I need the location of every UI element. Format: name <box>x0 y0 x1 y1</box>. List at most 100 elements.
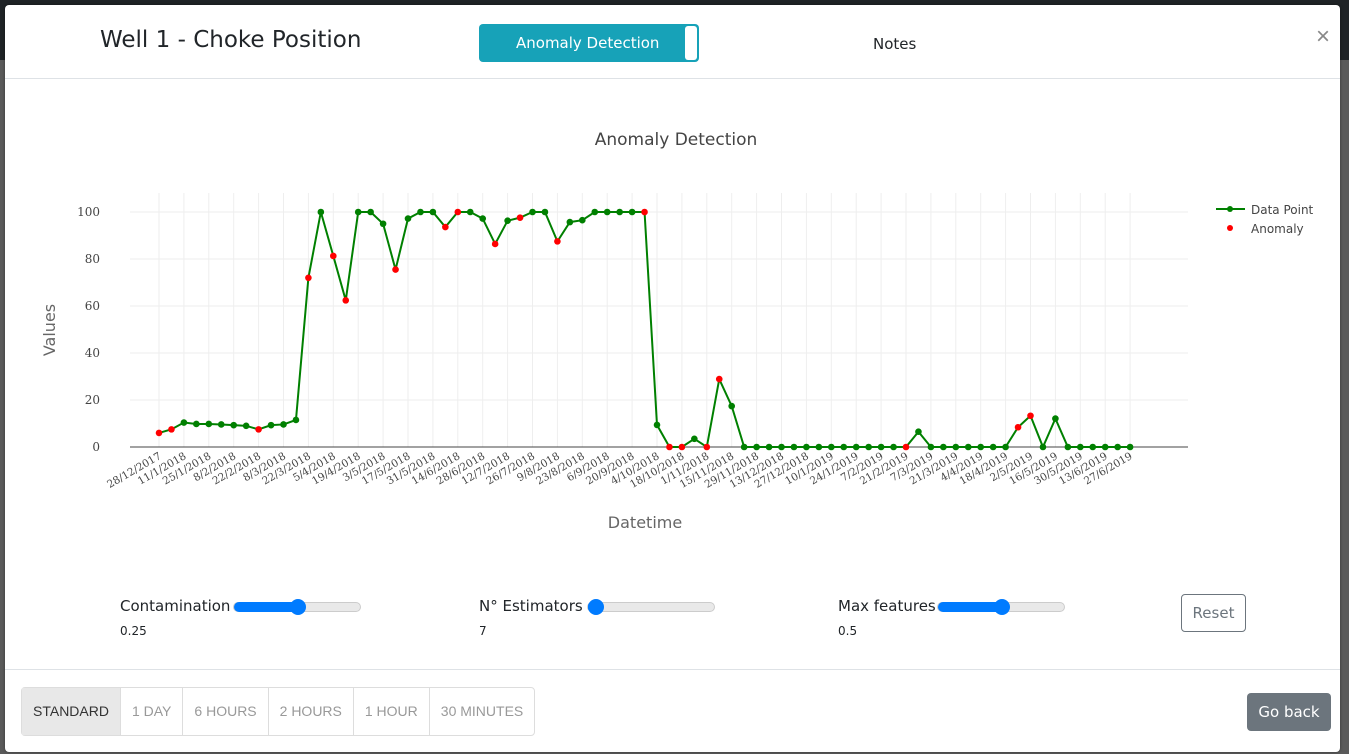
anomaly-point <box>392 266 399 273</box>
legend-data-point: Data Point <box>1251 203 1314 217</box>
data-point <box>354 208 362 216</box>
data-point <box>1039 443 1047 451</box>
data-point <box>280 421 287 428</box>
contamination-slider[interactable] <box>233 599 361 615</box>
tab-notes[interactable]: Notes <box>873 35 917 53</box>
data-point <box>292 416 300 424</box>
legend: Data Point Anomaly <box>1216 203 1314 236</box>
estimators-value: 7 <box>479 624 487 638</box>
data-point <box>691 435 698 443</box>
data-point <box>379 220 387 228</box>
modal-header: Well 1 - Choke Position Anomaly Detectio… <box>5 5 1340 79</box>
estimators-label: N° Estimators <box>479 597 583 615</box>
data-point <box>180 419 188 426</box>
modal-footer: STANDARD 1 DAY 6 HOURS 2 HOURS 1 HOUR 30… <box>5 669 1340 752</box>
data-point <box>728 402 735 410</box>
anomaly-chart: Anomaly Detection Datetime Values 0 20 40 6… <box>40 130 1314 532</box>
anomaly-point <box>442 223 449 231</box>
data-point <box>815 443 823 451</box>
data-point <box>803 443 810 451</box>
data-line <box>158 211 1131 450</box>
data-point <box>529 208 536 216</box>
data-point <box>865 443 872 451</box>
data-point <box>765 443 773 451</box>
tab-anomaly-detection[interactable]: Anomaly Detection <box>479 24 699 62</box>
data-point <box>877 443 885 451</box>
toggle-knob <box>685 26 697 60</box>
go-back-button[interactable]: Go back <box>1247 693 1331 731</box>
data-point <box>603 208 611 216</box>
data-point <box>1002 443 1009 451</box>
data-point <box>1089 443 1097 451</box>
range-1-day[interactable]: 1 DAY <box>119 688 182 735</box>
anomaly-point <box>1014 423 1022 431</box>
y-tick-label: 60 <box>85 299 100 313</box>
data-point <box>778 443 785 451</box>
anomaly-point <box>255 426 262 433</box>
data-point <box>952 443 960 451</box>
max-features-label: Max features <box>838 597 936 615</box>
y-tick-label: 0 <box>92 440 100 454</box>
tab-label: Anomaly Detection <box>516 34 660 52</box>
y-tick-label: 100 <box>77 205 100 219</box>
range-30-minutes[interactable]: 30 MINUTES <box>428 688 534 735</box>
data-point <box>242 422 250 430</box>
data-point <box>616 208 623 216</box>
y-tick-label: 20 <box>85 393 100 407</box>
data-point <box>852 443 860 451</box>
range-1-hour[interactable]: 1 HOUR <box>352 688 429 735</box>
anomaly-point <box>454 208 462 216</box>
anomaly-point <box>155 429 163 437</box>
data-point <box>927 443 935 451</box>
data-point <box>579 216 586 224</box>
data-point <box>429 208 437 216</box>
data-point <box>828 443 835 451</box>
anomaly-point <box>554 238 561 245</box>
data-point <box>404 215 412 222</box>
max-features-value: 0.5 <box>838 624 858 638</box>
anomaly-point <box>305 274 312 282</box>
range-standard[interactable]: STANDARD <box>22 688 120 735</box>
anomaly-point <box>168 426 175 433</box>
data-point <box>1064 443 1072 451</box>
anomaly-point <box>902 443 910 451</box>
data-point <box>479 215 487 222</box>
data-point <box>1077 443 1084 451</box>
data-point <box>628 208 636 216</box>
reset-button[interactable]: Reset <box>1181 594 1246 632</box>
y-axis-title: Values <box>40 304 59 356</box>
data-point <box>541 208 549 216</box>
anomaly-point <box>330 252 337 260</box>
data-point <box>217 421 225 428</box>
data-point <box>591 208 599 216</box>
data-point <box>890 443 897 451</box>
data-point <box>566 218 574 226</box>
anomaly-point <box>342 297 350 304</box>
data-point <box>205 420 213 428</box>
data-point <box>1101 443 1109 451</box>
data-point <box>915 428 922 436</box>
anomaly-point <box>516 214 524 221</box>
range-2-hours[interactable]: 2 HOURS <box>267 688 353 735</box>
data-point <box>1052 415 1059 422</box>
data-point <box>193 420 200 428</box>
anomaly-point <box>666 443 673 451</box>
max-features-slider[interactable] <box>937 599 1065 615</box>
chart-title: Anomaly Detection <box>595 130 758 150</box>
y-tick-label: 40 <box>85 346 100 360</box>
anomaly-point <box>641 208 648 216</box>
data-point <box>504 217 511 224</box>
y-tick-label: 80 <box>85 252 100 266</box>
close-icon[interactable]: × <box>1315 23 1330 50</box>
range-6-hours[interactable]: 6 HOURS <box>182 688 267 735</box>
time-range-group: STANDARD 1 DAY 6 HOURS 2 HOURS 1 HOUR 30… <box>21 687 536 736</box>
data-point <box>790 443 798 451</box>
modal-title: Well 1 - Choke Position <box>100 27 362 53</box>
data-point <box>466 208 474 216</box>
anomaly-point <box>715 375 723 383</box>
estimators-slider[interactable] <box>587 599 715 615</box>
anomaly-point <box>703 443 711 451</box>
data-point <box>230 421 237 429</box>
data-point <box>417 208 424 216</box>
data-point <box>940 443 947 451</box>
